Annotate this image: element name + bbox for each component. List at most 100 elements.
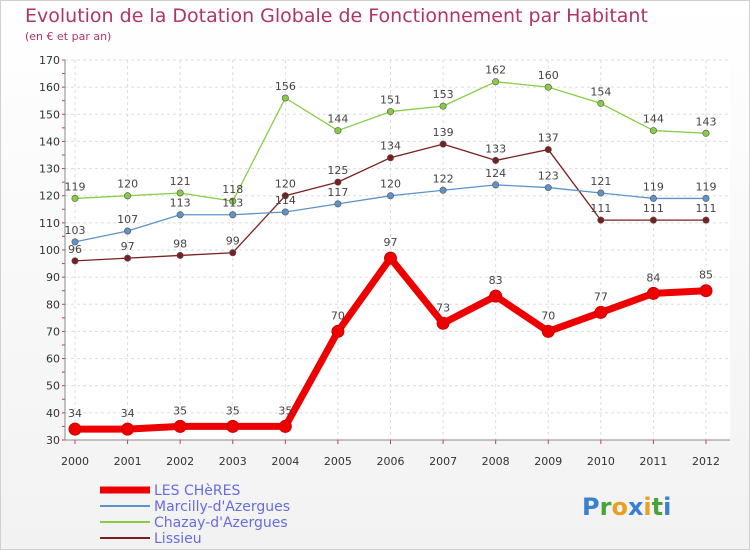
data-label-marcilly-d-azergues: 121 xyxy=(590,175,611,188)
y-tick-label: 140 xyxy=(39,135,60,148)
x-tick-label: 2003 xyxy=(219,455,247,468)
logo-letter: r xyxy=(600,493,612,521)
data-label-chazay-d-azergues: 153 xyxy=(433,88,454,101)
data-label-lissieu: 111 xyxy=(590,202,611,215)
data-point-les-ch-res xyxy=(331,324,345,338)
data-label-les-ch-res: 83 xyxy=(489,274,503,287)
data-label-lissieu: 96 xyxy=(68,243,82,256)
data-point-lissieu xyxy=(334,178,342,186)
data-point-les-ch-res xyxy=(384,251,397,265)
data-label-les-ch-res: 70 xyxy=(331,309,345,322)
data-label-chazay-d-azergues: 143 xyxy=(696,115,717,128)
data-point-marcilly-d-azergues xyxy=(334,200,342,208)
data-label-les-ch-res: 73 xyxy=(436,301,450,314)
y-tick-label: 160 xyxy=(39,81,60,94)
data-point-marcilly-d-azergues xyxy=(439,186,447,194)
data-point-les-ch-res xyxy=(646,286,660,300)
data-label-lissieu: 120 xyxy=(275,178,296,191)
data-point-marcilly-d-azergues xyxy=(124,227,132,235)
data-label-marcilly-d-azergues: 114 xyxy=(275,194,296,207)
data-label-chazay-d-azergues: 144 xyxy=(643,113,664,126)
data-point-chazay-d-azergues xyxy=(124,192,132,200)
data-label-lissieu: 111 xyxy=(696,202,717,215)
data-label-les-ch-res: 97 xyxy=(384,236,398,249)
data-label-marcilly-d-azergues: 119 xyxy=(643,180,664,193)
x-tick-label: 2011 xyxy=(639,455,667,468)
data-point-lissieu xyxy=(281,192,289,200)
logo-letter: t xyxy=(652,493,663,521)
data-point-marcilly-d-azergues xyxy=(492,181,500,189)
logo-letter: x xyxy=(628,493,644,521)
data-label-lissieu: 139 xyxy=(433,126,454,139)
y-tick-label: 80 xyxy=(46,298,60,311)
logo-letter: i xyxy=(663,493,671,521)
data-point-chazay-d-azergues xyxy=(597,99,605,107)
data-label-marcilly-d-azergues: 119 xyxy=(696,180,717,193)
data-label-chazay-d-azergues: 120 xyxy=(117,178,138,191)
chart-title: Evolution de la Dotation Globale de Fonc… xyxy=(25,5,648,27)
data-point-lissieu xyxy=(71,257,79,265)
data-point-les-ch-res xyxy=(489,289,503,303)
y-tick-label: 40 xyxy=(46,407,60,420)
x-tick-label: 2000 xyxy=(61,455,89,468)
data-point-lissieu xyxy=(597,216,605,224)
data-point-les-ch-res xyxy=(121,422,135,436)
data-point-marcilly-d-azergues xyxy=(176,211,184,219)
x-tick-label: 2004 xyxy=(271,455,299,468)
data-point-marcilly-d-azergues xyxy=(544,184,552,192)
data-point-les-ch-res xyxy=(68,422,82,436)
data-label-marcilly-d-azergues: 123 xyxy=(538,170,559,183)
y-tick-label: 50 xyxy=(46,380,60,393)
data-label-les-ch-res: 34 xyxy=(121,407,135,420)
data-label-chazay-d-azergues: 162 xyxy=(485,64,506,77)
data-label-marcilly-d-azergues: 113 xyxy=(170,197,191,210)
y-tick-label: 130 xyxy=(39,163,60,176)
x-tick-label: 2009 xyxy=(534,455,562,468)
data-label-chazay-d-azergues: 119 xyxy=(65,180,86,193)
data-label-marcilly-d-azergues: 117 xyxy=(327,186,348,199)
data-point-marcilly-d-azergues xyxy=(649,194,657,202)
y-tick-label: 170 xyxy=(39,54,60,67)
data-point-les-ch-res xyxy=(173,419,187,433)
data-label-lissieu: 98 xyxy=(173,237,187,250)
data-point-lissieu xyxy=(386,154,394,162)
data-point-marcilly-d-azergues xyxy=(386,192,394,200)
data-point-chazay-d-azergues xyxy=(176,189,184,197)
data-point-chazay-d-azergues xyxy=(334,127,342,135)
chart-subtitle: (en € et par an) xyxy=(25,30,111,43)
data-point-les-ch-res xyxy=(541,324,555,338)
data-point-lissieu xyxy=(124,254,132,262)
data-point-les-ch-res xyxy=(436,316,450,330)
x-tick-label: 2005 xyxy=(324,455,352,468)
data-point-chazay-d-azergues xyxy=(386,108,394,116)
y-tick-label: 100 xyxy=(39,244,60,257)
x-tick-label: 2006 xyxy=(377,455,405,468)
data-label-lissieu: 97 xyxy=(121,240,135,253)
y-tick-label: 70 xyxy=(46,325,60,338)
data-label-les-ch-res: 35 xyxy=(278,404,292,417)
data-label-chazay-d-azergues: 121 xyxy=(170,175,191,188)
data-label-chazay-d-azergues: 160 xyxy=(538,69,559,82)
data-label-chazay-d-azergues: 156 xyxy=(275,80,296,93)
data-point-chazay-d-azergues xyxy=(649,127,657,135)
data-label-chazay-d-azergues: 118 xyxy=(222,183,243,196)
proxiti-logo: Proxiti xyxy=(582,493,671,521)
data-label-lissieu: 134 xyxy=(380,140,401,153)
data-point-marcilly-d-azergues xyxy=(229,211,237,219)
data-label-lissieu: 99 xyxy=(226,235,240,248)
x-tick-label: 2012 xyxy=(692,455,720,468)
data-point-chazay-d-azergues xyxy=(439,102,447,110)
x-tick-label: 2007 xyxy=(429,455,457,468)
data-label-lissieu: 125 xyxy=(327,164,348,177)
data-label-les-ch-res: 35 xyxy=(226,404,240,417)
data-point-les-ch-res xyxy=(226,419,240,433)
data-label-les-ch-res: 34 xyxy=(68,407,82,420)
data-point-chazay-d-azergues xyxy=(702,129,710,137)
legend-label: Lissieu xyxy=(154,531,202,547)
data-label-les-ch-res: 85 xyxy=(699,269,713,282)
data-point-lissieu xyxy=(229,249,237,257)
data-label-marcilly-d-azergues: 107 xyxy=(117,213,138,226)
data-point-chazay-d-azergues xyxy=(71,194,79,202)
data-point-chazay-d-azergues xyxy=(492,78,500,86)
